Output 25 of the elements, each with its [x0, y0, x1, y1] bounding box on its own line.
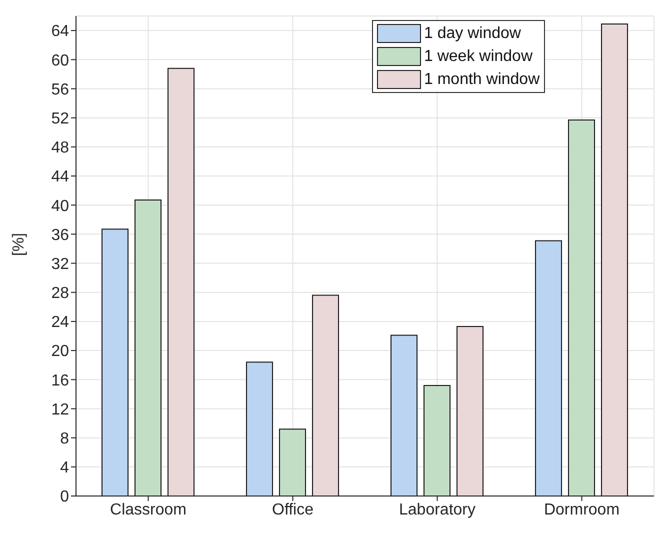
x-tick-label: Laboratory [399, 501, 476, 518]
y-tick-label: 48 [51, 140, 70, 157]
y-tick-label: 40 [51, 198, 70, 215]
y-tick-label: 8 [60, 430, 70, 448]
y-tick-label: 32 [51, 256, 70, 273]
y-tick-label: 20 [51, 343, 70, 360]
y-tick-label: 44 [51, 168, 70, 186]
y-tick-label: 24 [51, 314, 70, 332]
y-tick-label: 4 [60, 460, 70, 477]
x-tick-label: Dormroom [544, 501, 620, 518]
y-tick-label: 60 [51, 52, 70, 70]
y-tick-label: 52 [51, 110, 70, 128]
y-tick-label: 16 [51, 372, 70, 390]
legend-label: 1 week window [424, 48, 532, 66]
x-tick-label: Classroom [110, 501, 186, 518]
y-tick-label: 56 [51, 81, 70, 98]
y-tick-label: 0 [60, 488, 70, 506]
y-tick-label: 36 [51, 226, 70, 244]
x-tick-label: Office [272, 501, 314, 518]
y-tick-label: 12 [51, 401, 70, 418]
y-axis-title: [%] [10, 232, 28, 256]
y-tick-label: 64 [51, 23, 70, 40]
y-tick-label: 28 [51, 285, 70, 302]
legend-label: 1 day window [424, 24, 521, 42]
legend-label: 1 month window [424, 70, 540, 88]
